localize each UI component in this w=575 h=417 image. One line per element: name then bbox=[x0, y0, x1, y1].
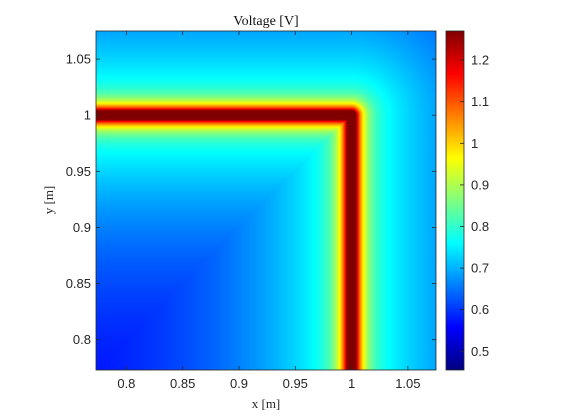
heatmap-plot-area bbox=[95, 30, 437, 371]
x-tick-label: 0.95 bbox=[283, 376, 308, 391]
heatmap-canvas bbox=[96, 31, 436, 370]
x-tick-label: 0.9 bbox=[230, 376, 248, 391]
y-tick-label: 0.9 bbox=[73, 220, 91, 235]
x-tick-label: 1 bbox=[348, 376, 355, 391]
colorbar-tick-label: 0.5 bbox=[471, 344, 489, 359]
chart-title: Voltage [V] bbox=[233, 14, 298, 29]
x-tick-label: 0.85 bbox=[170, 376, 195, 391]
colorbar-frame bbox=[445, 30, 465, 371]
colorbar-tick-label: 1.2 bbox=[471, 53, 489, 68]
x-tick-label: 1.05 bbox=[395, 376, 420, 391]
colorbar-tick-label: 0.6 bbox=[471, 302, 489, 317]
x-axis-ticks: 0.8 0.85 0.9 0.95 1 1.05 bbox=[117, 31, 421, 391]
x-tick-label: 0.8 bbox=[117, 376, 135, 391]
x-axis-label: x [m] bbox=[252, 396, 281, 411]
y-tick-label: 1 bbox=[84, 108, 91, 123]
colorbar-tick-label: 0.8 bbox=[471, 219, 489, 234]
colorbar-tick-label: 0.7 bbox=[471, 261, 489, 276]
y-axis-label: y [m] bbox=[41, 186, 56, 215]
colorbar-tick-label: 1 bbox=[471, 136, 478, 151]
y-tick-label: 0.85 bbox=[66, 276, 91, 291]
y-tick-label: 0.8 bbox=[73, 332, 91, 347]
y-axis-ticks: 0.8 0.85 0.9 0.95 1 1.05 bbox=[66, 52, 436, 347]
colorbar: 0.5 0.6 0.7 0.8 0.9 1 1.1 1.2 bbox=[445, 30, 489, 371]
y-tick-label: 1.05 bbox=[66, 52, 91, 67]
colorbar-tick-label: 1.1 bbox=[471, 94, 489, 109]
y-tick-label: 0.95 bbox=[66, 164, 91, 179]
colorbar-ticks: 0.5 0.6 0.7 0.8 0.9 1 1.1 1.2 bbox=[460, 53, 489, 359]
colorbar-tick-label: 0.9 bbox=[471, 177, 489, 192]
colorbar-canvas bbox=[446, 31, 464, 370]
plot-frame bbox=[95, 30, 437, 371]
